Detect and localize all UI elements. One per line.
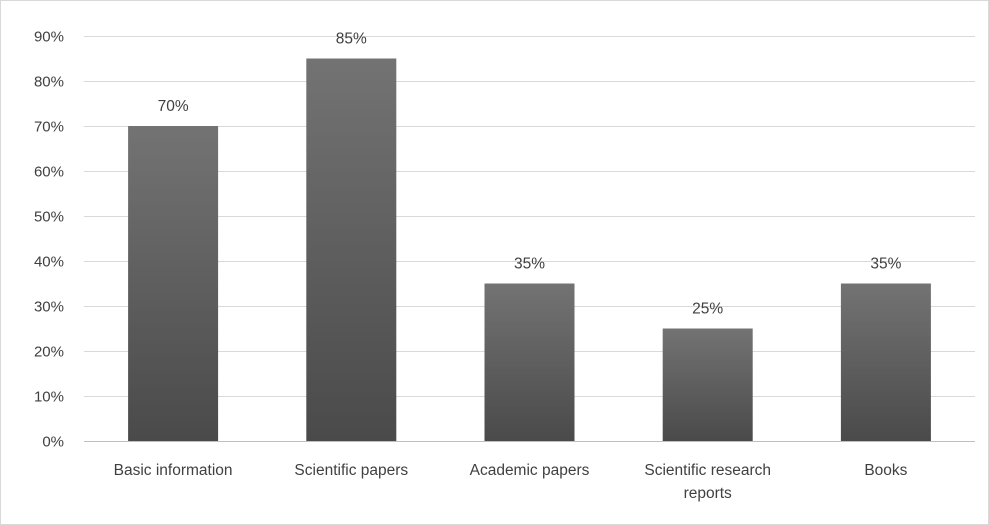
data-label: 70%: [158, 98, 189, 115]
data-label: 35%: [870, 256, 901, 273]
y-tick-label: 30%: [34, 299, 64, 316]
bar: [306, 58, 397, 441]
y-tick-label: 50%: [34, 209, 64, 226]
y-tick-label: 20%: [34, 344, 64, 361]
y-tick-label: 70%: [34, 119, 64, 136]
data-label: 35%: [514, 256, 545, 273]
y-tick-label: 60%: [34, 164, 64, 181]
category-label: Books: [864, 462, 907, 479]
gridlines: [84, 36, 975, 397]
category-label: Academic papers: [470, 462, 590, 479]
bar: [662, 328, 753, 441]
y-tick-label: 80%: [34, 74, 64, 91]
y-tick-label: 10%: [34, 389, 64, 406]
bar: [840, 283, 931, 441]
y-tick-label: 0%: [42, 434, 64, 451]
bar: [128, 126, 219, 441]
category-label: Basic information: [114, 462, 233, 479]
category-label: Scientific papers: [294, 462, 408, 479]
y-tick-label: 40%: [34, 254, 64, 271]
y-axis-tick-labels: 0% 10% 20% 30% 40% 50% 60% 70% 80% 90%: [34, 29, 64, 451]
data-label: 25%: [692, 301, 723, 318]
y-tick-label: 90%: [34, 29, 64, 46]
data-label: 85%: [336, 31, 367, 48]
bar: [484, 283, 575, 441]
bars: [128, 58, 931, 441]
data-labels: 70% 85% 35% 25% 35%: [158, 31, 902, 318]
category-labels: Basic information Scientific papers Academ…: [114, 462, 908, 502]
category-label: Scientific research reports: [644, 462, 771, 502]
